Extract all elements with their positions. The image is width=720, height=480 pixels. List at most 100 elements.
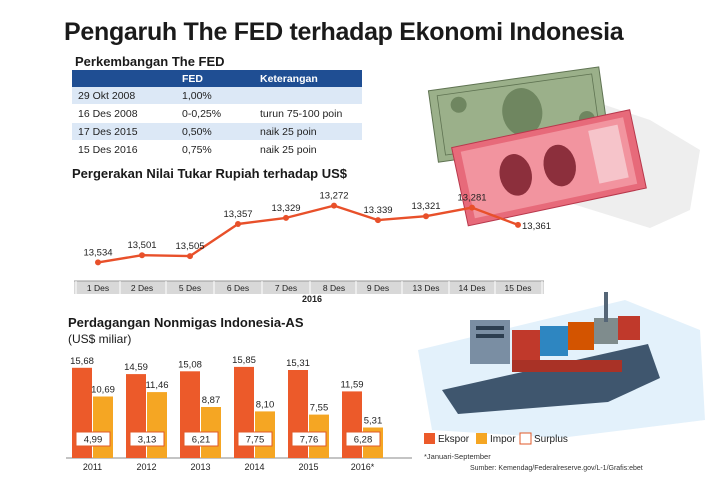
- table-header-row: FED Keterangan: [72, 70, 362, 87]
- surplus-value-label: 7,75: [246, 435, 265, 446]
- ekspor-value-label: 15,68: [70, 356, 94, 367]
- row-date: 16 Des 2008: [72, 104, 176, 123]
- data-point: [187, 253, 193, 260]
- x-tick-label: 7 Des: [275, 283, 297, 293]
- ekspor-value-label: 15,08: [178, 359, 202, 370]
- impor-value-label: 11,46: [145, 380, 168, 391]
- data-point: [469, 204, 475, 211]
- data-point: [95, 259, 101, 266]
- ekspor-bar: [342, 391, 362, 458]
- row-note: naik 25 poin: [254, 140, 362, 159]
- rupiah-bill: [451, 109, 647, 227]
- data-point: [515, 221, 521, 228]
- surplus-box: [183, 431, 219, 447]
- x-tick-label: 1 Des: [87, 283, 109, 293]
- legend-swatch: [519, 432, 532, 445]
- chart-legend: Ekspor Impor Surplus: [424, 432, 568, 445]
- legend-label: Ekspor: [438, 434, 470, 445]
- row-date: 17 Des 2015: [72, 122, 176, 141]
- impor-value-label: 8,10: [256, 399, 275, 410]
- x-tick-label: 2014: [244, 462, 264, 472]
- legend-label: Surplus: [534, 434, 568, 445]
- table-header-keterangan: Keterangan: [254, 70, 362, 87]
- data-point: [235, 221, 241, 227]
- surplus-value-label: 7,76: [300, 435, 319, 446]
- row-rate: 0,75%: [176, 140, 254, 159]
- fed-rate-table: FED Keterangan 29 Okt 2008 1,00% 16 Des …: [72, 70, 362, 159]
- page-title: Pengaruh The FED terhadap Ekonomi Indone…: [64, 18, 624, 46]
- impor-bar: [93, 396, 113, 458]
- legend-label: Impor: [490, 434, 516, 445]
- table-row: 16 Des 2008 0-0,25% turun 75-100 poin: [72, 104, 362, 123]
- legend-swatch: [424, 433, 435, 444]
- ekspor-value-label: 14,59: [124, 362, 148, 373]
- row-note: turun 75-100 poin: [254, 104, 362, 123]
- x-tick-label: 5 Des: [179, 283, 201, 293]
- impor-value-label: 7,55: [310, 403, 329, 414]
- surplus-value-label: 6,21: [192, 435, 211, 446]
- surplus-value-label: 3,13: [138, 435, 157, 446]
- data-label: 13,357: [223, 209, 252, 220]
- x-tick-label: 2015: [298, 462, 318, 472]
- x-tick-label: 15 Des: [505, 283, 532, 293]
- x-tick-label: 6 Des: [227, 283, 249, 293]
- row-note: [254, 87, 362, 105]
- fed-section-title: Perkembangan The FED: [75, 54, 225, 69]
- legend-swatch: [476, 433, 487, 444]
- ekspor-value-label: 11,59: [340, 379, 363, 390]
- data-label: 13,272: [319, 191, 348, 202]
- data-point: [139, 252, 145, 259]
- data-label: 13,329: [271, 203, 300, 214]
- trade-chart-unit: (US$ miliar): [68, 332, 132, 346]
- data-label: 13,534: [83, 247, 112, 258]
- row-rate: 1,00%: [176, 87, 254, 105]
- table-header-date: [72, 70, 176, 87]
- surplus-value-label: 6,28: [354, 435, 373, 446]
- data-label: 13,501: [127, 240, 156, 251]
- data-label: 13,361: [522, 221, 551, 232]
- x-tick-label: 2016*: [351, 462, 375, 472]
- x-tick-label: 14 Des: [459, 283, 486, 293]
- x-tick-label: 2013: [190, 462, 210, 472]
- data-label: 13,321: [411, 201, 440, 212]
- x-axis-year-label: 2016: [302, 294, 322, 304]
- table-row: 17 Des 2015 0,50% naik 25 poin: [72, 122, 362, 141]
- x-tick-label: 2 Des: [131, 283, 153, 293]
- ekspor-value-label: 15,31: [286, 358, 310, 369]
- exchange-rate-line: [97, 204, 519, 264]
- table-header-fed: FED: [176, 70, 254, 87]
- data-point: [375, 217, 381, 224]
- data-label: 13.339: [363, 205, 392, 216]
- surplus-value-label: 4,99: [84, 435, 103, 446]
- data-label: 13,281: [457, 193, 486, 204]
- table-row: 29 Okt 2008 1,00%: [72, 87, 362, 105]
- x-tick-label: 9 Des: [367, 283, 389, 293]
- x-tick-label: 8 Des: [323, 283, 345, 293]
- cargo-ship-illustration: [418, 292, 705, 438]
- ekspor-value-label: 15,85: [232, 355, 256, 366]
- row-date: 15 Des 2016: [72, 140, 176, 159]
- data-point: [331, 202, 337, 209]
- trade-footnote: *Januari-September: [424, 452, 491, 461]
- row-rate: 0-0,25%: [176, 104, 254, 123]
- exchange-rate-chart-title: Pergerakan Nilai Tukar Rupiah terhadap U…: [72, 166, 348, 181]
- x-tick-label: 2012: [136, 462, 156, 472]
- data-label: 13,505: [175, 241, 204, 252]
- x-axis-band: [74, 281, 544, 294]
- x-tick-label: 2011: [83, 462, 102, 472]
- trade-chart-title: Perdagangan Nonmigas Indonesia-AS: [68, 315, 304, 330]
- data-point: [283, 214, 289, 221]
- surplus-box: [345, 431, 381, 447]
- row-note: naik 25 poin: [254, 122, 362, 141]
- surplus-box: [291, 431, 327, 447]
- surplus-box: [129, 431, 165, 447]
- impor-value-label: 10,69: [91, 385, 115, 396]
- impor-value-label: 5,31: [364, 415, 383, 426]
- x-tick-label: 13 Des: [413, 283, 440, 293]
- impor-value-label: 8,87: [202, 395, 221, 406]
- surplus-box: [237, 431, 273, 447]
- row-rate: 0,50%: [176, 122, 254, 141]
